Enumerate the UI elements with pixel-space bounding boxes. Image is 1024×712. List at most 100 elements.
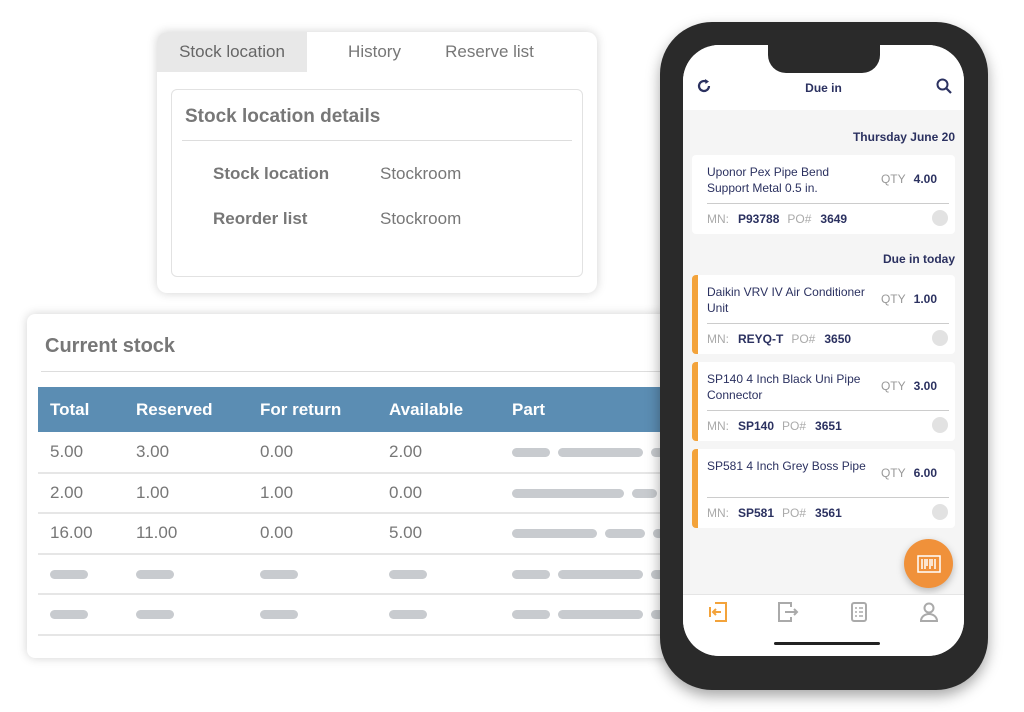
item-meta: MN: REYQ-T PO# 3650 (707, 332, 859, 346)
field-key: Stock location (213, 163, 330, 183)
divider (707, 410, 949, 411)
check-out-icon[interactable] (777, 601, 799, 656)
mn-value: P93788 (738, 212, 780, 226)
placeholder-bar (260, 610, 298, 620)
table-cell: 1.00 (136, 472, 260, 514)
table-cell: 16.00 (38, 513, 136, 555)
po-value: 3561 (815, 506, 842, 520)
bottom-nav (683, 594, 964, 656)
qty-label: QTY (880, 466, 906, 480)
select-radio[interactable] (932, 330, 948, 346)
placeholder-bar (632, 488, 657, 498)
table-cell (389, 553, 512, 595)
stock-location-panel: Stock location History Reserve list Stoc… (157, 32, 597, 293)
item-name: Uponor Pex Pipe Bend Support Metal 0.5 i… (707, 165, 830, 195)
current-stock-title: Current stock (45, 335, 176, 357)
placeholder-bar (512, 488, 624, 498)
table-cell: 0.00 (389, 472, 512, 514)
detail-row: Reorder list Stockroom (213, 196, 582, 241)
refresh-icon[interactable] (696, 78, 712, 99)
section-header: Due in today (882, 252, 955, 266)
due-item-card[interactable]: Uponor Pex Pipe Bend Support Metal 0.5 i… (692, 155, 955, 234)
table-cell (389, 594, 512, 636)
divider (707, 497, 949, 498)
select-radio[interactable] (932, 504, 948, 520)
table-row (38, 553, 698, 595)
placeholder-bar (605, 529, 645, 539)
table-cell (260, 594, 389, 636)
po-label: PO# (787, 212, 812, 226)
field-value: Stockroom (380, 163, 462, 183)
table-cell: 1.00 (260, 472, 389, 514)
tab-stock-location[interactable]: Stock location (157, 32, 307, 72)
select-radio[interactable] (932, 417, 948, 433)
col-total: Total (38, 387, 136, 432)
home-indicator (774, 642, 880, 645)
item-name: SP140 4 Inch Black Uni Pipe Connector (707, 372, 861, 402)
table-cell: 3.00 (136, 432, 260, 474)
divider (182, 140, 572, 141)
placeholder-bar (260, 569, 298, 579)
table-cell (136, 553, 260, 595)
table-cell: 0.00 (260, 432, 389, 474)
mn-value: REYQ-T (738, 332, 784, 346)
search-icon[interactable] (936, 78, 952, 99)
placeholder-bar (558, 610, 643, 620)
item-qty: QTY 6.00 (881, 466, 937, 480)
item-qty: QTY 4.00 (881, 172, 937, 186)
table-cell: 2.00 (389, 432, 512, 474)
table-row: 5.00 3.00 0.00 2.00 (38, 432, 698, 474)
table-cell: 0.00 (260, 513, 389, 555)
table-cell (38, 594, 136, 636)
item-qty: QTY 1.00 (881, 292, 937, 306)
col-for-return: For return (260, 387, 389, 432)
placeholder-bar (512, 610, 550, 620)
barcode-scan-button[interactable] (904, 539, 953, 588)
col-available: Available (389, 387, 512, 432)
po-label: PO# (782, 506, 807, 520)
phone-mockup: Due in Thursday June 20 Uponor Pex Pipe B… (660, 22, 988, 690)
due-item-card[interactable]: SP581 4 Inch Grey Boss Pipe QTY 6.00 MN: SP5… (692, 449, 955, 528)
placeholder-bar (512, 447, 550, 457)
item-meta: MN: SP581 PO# 3561 (707, 506, 850, 520)
mn-value: SP140 (738, 419, 775, 433)
table-cell (38, 553, 136, 595)
qty-value: 1.00 (913, 292, 937, 306)
field-value: Stockroom (380, 208, 462, 228)
mn-label: MN: (707, 332, 729, 346)
user-icon[interactable] (918, 601, 940, 656)
item-meta: MN: SP140 PO# 3651 (707, 419, 850, 433)
check-in-icon[interactable] (707, 601, 729, 656)
select-radio[interactable] (932, 210, 948, 226)
qty-label: QTY (880, 292, 906, 306)
phone-notch (768, 45, 880, 73)
table-cell: 5.00 (389, 513, 512, 555)
placeholder-bar (50, 610, 88, 620)
placeholder-bar (389, 610, 427, 620)
qty-value: 4.00 (913, 172, 937, 186)
checklist-icon[interactable] (848, 601, 870, 656)
placeholder-bar (512, 529, 597, 539)
qty-label: QTY (880, 172, 906, 186)
divider (41, 371, 681, 372)
mn-label: MN: (707, 419, 729, 433)
due-item-card[interactable]: Daikin VRV IV Air Conditioner Unit QTY 1.0… (692, 275, 955, 354)
placeholder-bar (389, 569, 427, 579)
current-stock-panel: Current stock Total Reserved For return … (27, 314, 707, 658)
table-cell (260, 553, 389, 595)
app-title: Due in (805, 81, 842, 95)
qty-value: 3.00 (913, 379, 937, 393)
detail-row: Stock location Stockroom (213, 151, 582, 196)
tab-reserve-list[interactable]: Reserve list (445, 42, 534, 61)
qty-value: 6.00 (913, 466, 937, 480)
tab-history[interactable]: History (348, 42, 401, 61)
table-row: 2.00 1.00 1.00 0.00 (38, 472, 698, 514)
mn-label: MN: (707, 212, 729, 226)
table-row (38, 594, 698, 636)
details-box: Stock location details Stock location Sto… (171, 89, 583, 277)
due-in-list: Thursday June 20 Uponor Pex Pipe Bend Sup… (683, 110, 964, 528)
due-item-card[interactable]: SP140 4 Inch Black Uni Pipe Connector QTY… (692, 362, 955, 441)
po-value: 3649 (820, 212, 848, 226)
placeholder-bar (136, 569, 174, 579)
qty-label: QTY (880, 379, 906, 393)
